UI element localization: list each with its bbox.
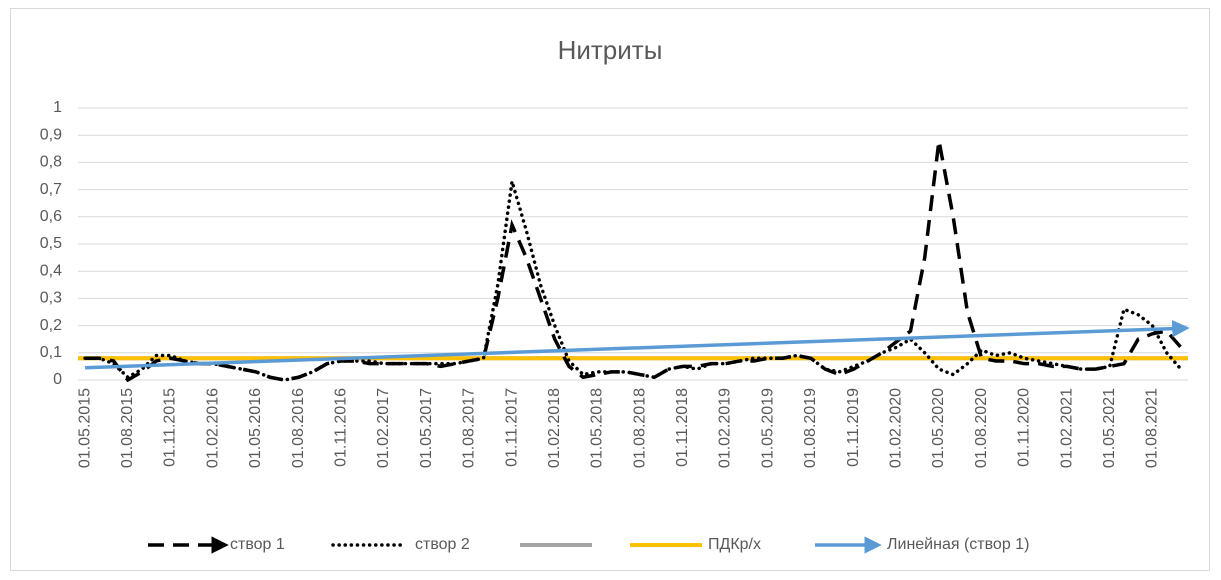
x-tick-label: 01.05.2015 [76,388,93,468]
legend-label: Линейная (створ 1) [887,536,1029,553]
y-tick-label: 0,7 [40,181,62,198]
trend-line [85,319,1190,370]
x-tick-label: 01.11.2017 [503,388,520,467]
x-tick-label: 01.11.2015 [162,388,179,467]
x-tick-label: 01.02.2020 [887,388,904,468]
x-tick-label: 01.05.2017 [418,388,435,468]
x-tick-label: 01.02.2017 [375,388,392,468]
x-tick-label: 01.05.2021 [1101,388,1118,468]
y-tick-label: 0,8 [40,154,62,171]
y-tick-label: 0,1 [40,344,62,361]
x-tick-label: 01.08.2017 [461,388,478,468]
x-tick-label: 01.05.2018 [589,388,606,468]
legend-label: створ 2 [415,536,470,553]
y-tick-label: 0 [53,371,62,388]
x-tick-label: 01.05.2019 [759,388,776,468]
x-tick-label: 01.02.2019 [717,388,734,468]
x-tick-label: 01.11.2016 [332,388,349,467]
y-tick-label: 0,5 [40,235,62,252]
x-tick-label: 01.02.2016 [204,388,221,468]
chart-frame [10,8,1210,571]
x-tick-label: 01.02.2021 [1058,388,1075,468]
x-tick-label: 01.11.2019 [845,388,862,467]
y-tick-label: 0,6 [40,208,62,225]
y-tick-label: 1 [53,99,62,116]
x-tick-label: 01.08.2018 [631,388,648,468]
x-tick-label: 01.05.2016 [247,388,264,468]
series-line [83,180,1183,382]
chart-title: Нитриты [558,35,663,65]
y-tick-label: 0,2 [40,317,62,334]
x-tick-label: 01.08.2016 [290,388,307,468]
x-tick-label: 01.11.2020 [1016,388,1033,467]
y-tick-label: 0,4 [40,262,62,279]
x-tick-label: 01.11.2018 [674,388,691,467]
x-tick-label: 01.02.2018 [546,388,563,468]
x-tick-label: 01.05.2020 [930,388,947,468]
legend-label: ПДКр/х [708,536,761,553]
y-tick-label: 0,3 [40,290,62,307]
x-tick-label: 01.08.2020 [973,388,990,468]
x-tick-label: 01.08.2015 [119,388,136,468]
x-tick-label: 01.08.2021 [1144,388,1161,468]
y-tick-label: 0,9 [40,126,62,143]
x-tick-label: 01.08.2019 [802,388,819,468]
legend-label: створ 1 [230,536,285,553]
